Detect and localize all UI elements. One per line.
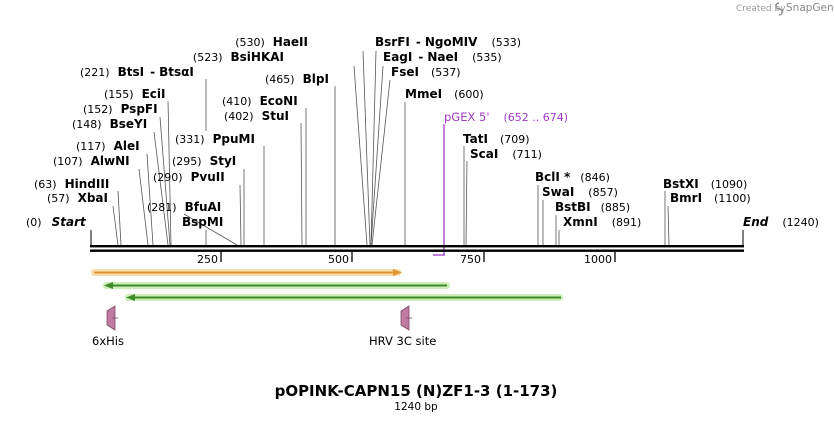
primer-pgex5[interactable]: pGEX 5' (652 .. 674) [433,110,568,256]
primer-range: (652 .. 674) [504,111,569,124]
cut-line [239,184,242,246]
enzyme-label[interactable]: (148) BseYI [72,117,147,131]
cut-line [362,50,371,246]
cut-line [667,205,670,246]
enzyme-label[interactable]: (290) PvuII [153,170,225,184]
credit-brand[interactable]: SnapGene [786,2,834,14]
enzyme-label[interactable]: (221) BtsI - BtsαI [80,65,194,79]
enzyme-label[interactable]: (402) StuI [224,109,289,123]
cut-line [159,116,171,246]
tick-label: 250 [197,253,218,266]
cut-line [370,65,384,246]
enzyme-label[interactable]: BspMI [182,215,223,229]
orange-feature-arrow[interactable] [91,269,402,276]
enzyme-label[interactable]: BmrI (1100) [670,191,751,205]
enzyme-label[interactable]: TatI (709) [463,132,530,146]
enzyme-label[interactable]: EagI - NaeI (535) [383,50,502,64]
cut-line [146,153,154,246]
enzyme-label[interactable]: (410) EcoNI [222,94,298,108]
enzyme-label[interactable]: FseI (537) [391,65,461,79]
dna-backbone [90,245,744,252]
enzyme-label[interactable]: (107) AlwNI [53,154,130,168]
primer-name: pGEX 5' [444,110,490,124]
enzyme-label[interactable]: (465) BlpI [265,72,329,86]
cut-line [153,131,169,246]
enzyme-label[interactable]: SwaI (857) [542,185,618,199]
enzyme-label[interactable]: (295) StyI [172,154,236,168]
feature-label-hrv3c[interactable]: HRV 3C site [369,334,436,348]
his-tag-marker-icon[interactable] [106,305,118,331]
cut-line [138,168,149,246]
tick-label: 1000 [584,253,612,266]
snapgene-logo-icon [775,2,783,16]
green-feature-arrow[interactable] [103,282,450,289]
end-label: End (1240) [743,215,819,229]
cut-line [300,122,303,246]
enzyme-label[interactable]: (152) PspFI [83,102,158,116]
cut-line [117,190,122,246]
enzyme-labels: (530) HaeII BsrFI - NgoMIV (533) (523) BsiHKA… [34,35,751,229]
enzyme-label[interactable]: (155) EciI [104,87,165,101]
hrv3c-site-marker-icon[interactable] [400,305,412,331]
tick-label: 750 [460,253,481,266]
tick-label: 500 [328,253,349,266]
svg-text:pGEX 5'(652 .. 674): pGEX 5' (652 .. 674) [444,110,568,124]
ruler: 250 500 750 1000 [197,252,616,266]
enzyme-label[interactable]: (331) PpuMI [175,132,255,146]
cut-lines [112,50,670,246]
green-feature-arrow[interactable] [125,294,563,301]
enzyme-label[interactable]: BclI * (846) [535,170,610,184]
cut-line [167,100,172,246]
cut-line [353,65,368,246]
cut-line [370,50,377,246]
enzyme-label[interactable]: BsrFI - NgoMIV (533) [375,35,521,49]
enzyme-label[interactable]: BstXI (1090) [663,177,747,191]
enzyme-label[interactable]: (530) HaeII [235,35,308,49]
enzyme-label[interactable]: (281) BfuAI [147,200,221,214]
cut-line [371,79,391,246]
cut-line [183,213,238,246]
enzyme-label[interactable]: BstBI (885) [555,200,630,214]
enzyme-label[interactable]: XmnI (891) [563,215,641,229]
enzyme-label[interactable]: (117) AleI [76,139,140,153]
map-title: pOPINK-CAPN15 (N)ZF1-3 (1-173) [275,382,558,400]
cut-line [112,205,119,246]
enzyme-label[interactable]: (523) BsiHKAI [193,50,284,64]
start-label: (0) Start [26,215,87,229]
enzyme-label[interactable]: ScaI (711) [470,147,542,161]
cut-line [465,160,468,246]
feature-label-6xhis[interactable]: 6xHis [92,334,124,348]
credit-text: Created by [736,4,786,14]
map-length: 1240 bp [394,401,438,413]
enzyme-label[interactable]: (57) XbaI [47,191,108,205]
enzyme-label[interactable]: MmeI (600) [405,87,484,101]
enzyme-label[interactable]: (63) HindIII [34,177,109,191]
